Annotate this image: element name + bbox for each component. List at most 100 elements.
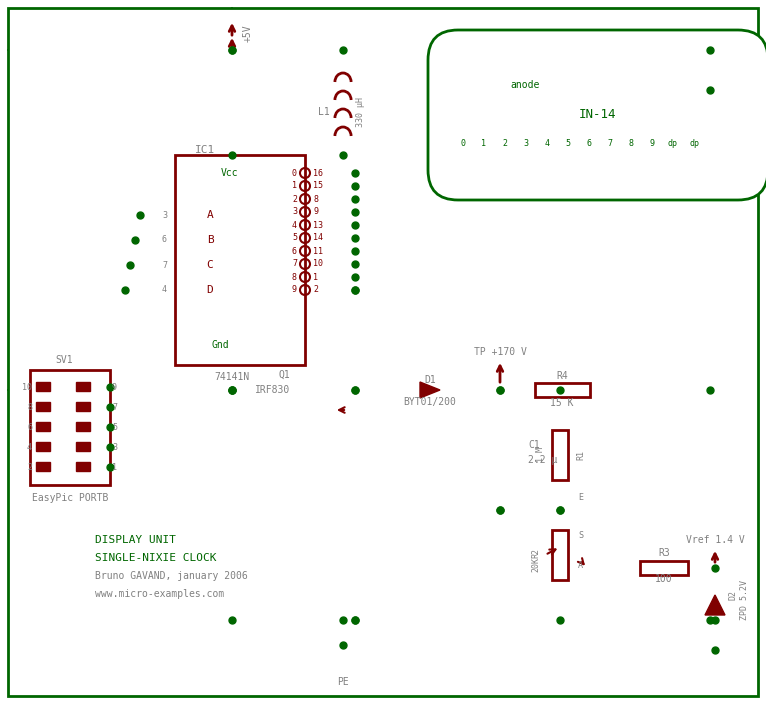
Text: 15 K: 15 K (550, 398, 574, 408)
Bar (175, 155, 305, 365)
Text: 16: 16 (313, 168, 323, 177)
Bar (76, 382, 90, 391)
Text: 2: 2 (292, 194, 297, 203)
FancyBboxPatch shape (428, 30, 766, 200)
Text: C1: C1 (528, 440, 540, 450)
Text: Bruno GAVAND, january 2006: Bruno GAVAND, january 2006 (95, 571, 247, 581)
Text: 9: 9 (292, 286, 297, 294)
Text: 8: 8 (27, 403, 32, 412)
Text: 4: 4 (162, 286, 167, 294)
Text: +5V: +5V (243, 24, 253, 42)
Text: 1: 1 (313, 272, 318, 282)
Bar (36, 402, 50, 411)
Text: A: A (578, 560, 583, 570)
Text: 4: 4 (27, 443, 32, 451)
Text: 2: 2 (502, 139, 508, 148)
Bar (76, 462, 90, 471)
Text: 3: 3 (162, 210, 167, 220)
Text: C: C (207, 260, 214, 270)
Text: 6: 6 (587, 139, 591, 148)
Text: R3: R3 (658, 548, 670, 558)
Text: 6: 6 (27, 422, 32, 432)
Text: 7: 7 (162, 260, 167, 270)
Bar (30, 370, 110, 485)
Bar (552, 430, 568, 480)
Bar (36, 462, 50, 471)
Text: 11: 11 (313, 246, 323, 256)
Text: 1: 1 (112, 463, 117, 472)
Text: 1 M: 1 M (536, 448, 545, 463)
Bar (36, 422, 50, 431)
Text: DISPLAY UNIT: DISPLAY UNIT (95, 535, 176, 545)
Text: D1: D1 (424, 375, 436, 385)
Text: dp: dp (668, 139, 678, 148)
Text: 13: 13 (313, 220, 323, 230)
Text: 10: 10 (22, 382, 32, 391)
Text: 9: 9 (313, 208, 318, 217)
Text: 3: 3 (292, 208, 297, 217)
Text: BYT01/200: BYT01/200 (404, 397, 457, 407)
Text: A: A (207, 210, 214, 220)
Text: 3: 3 (112, 443, 117, 451)
Bar (36, 382, 50, 391)
Text: 100: 100 (655, 574, 673, 584)
Bar (552, 530, 568, 580)
Bar (36, 442, 50, 451)
Text: R1: R1 (576, 450, 585, 460)
Text: 9: 9 (650, 139, 654, 148)
Text: Gnd: Gnd (211, 340, 229, 350)
Text: Vref 1.4 V: Vref 1.4 V (686, 535, 745, 545)
Text: IRF830: IRF830 (255, 385, 290, 395)
Text: 4: 4 (292, 220, 297, 230)
Text: 7: 7 (292, 260, 297, 268)
Text: 74141N: 74141N (214, 372, 250, 382)
Text: 8: 8 (628, 139, 633, 148)
Text: E: E (578, 494, 583, 503)
Text: SV1: SV1 (55, 355, 73, 365)
Text: SINGLE-NIXIE CLOCK: SINGLE-NIXIE CLOCK (95, 553, 217, 563)
Bar (640, 561, 688, 575)
Text: 6: 6 (292, 246, 297, 256)
Bar (76, 402, 90, 411)
Text: R2: R2 (531, 548, 540, 558)
Text: dp: dp (689, 139, 699, 148)
Bar (76, 442, 90, 451)
Text: 4: 4 (545, 139, 549, 148)
Text: 2: 2 (27, 463, 32, 472)
Text: L1: L1 (318, 107, 330, 117)
Text: anode: anode (510, 80, 539, 90)
Text: 5: 5 (292, 234, 297, 242)
Text: 2.2 µ: 2.2 µ (528, 455, 558, 465)
Text: 10: 10 (313, 260, 323, 268)
Text: 1: 1 (292, 182, 297, 191)
Polygon shape (705, 595, 725, 615)
Text: EasyPic PORTB: EasyPic PORTB (32, 493, 108, 503)
Text: Q1: Q1 (278, 370, 290, 380)
Text: 5: 5 (112, 422, 117, 432)
Text: Vcc: Vcc (221, 168, 239, 178)
Text: 15: 15 (313, 182, 323, 191)
Text: D: D (207, 285, 214, 295)
Text: www.micro-examples.com: www.micro-examples.com (95, 589, 224, 599)
Bar (76, 422, 90, 431)
Text: S: S (578, 531, 583, 539)
Text: R4: R4 (556, 371, 568, 381)
Text: B: B (207, 235, 214, 245)
Text: 7: 7 (112, 403, 117, 412)
Bar (535, 383, 590, 397)
Text: 5: 5 (565, 139, 571, 148)
Text: 2: 2 (313, 286, 318, 294)
Text: 9: 9 (112, 382, 117, 391)
Polygon shape (420, 382, 440, 398)
Text: 20K: 20K (531, 558, 540, 572)
Text: 0: 0 (460, 139, 466, 148)
Text: 0: 0 (292, 168, 297, 177)
Text: 330 µH: 330 µH (356, 97, 365, 127)
Text: ZPD 5.2V: ZPD 5.2V (740, 580, 749, 620)
Text: TP +170 V: TP +170 V (473, 347, 526, 357)
Text: 1: 1 (482, 139, 486, 148)
Text: IN-14: IN-14 (579, 108, 617, 122)
Text: 3: 3 (523, 139, 529, 148)
Text: PE: PE (337, 677, 349, 687)
Text: IC1: IC1 (195, 145, 215, 155)
